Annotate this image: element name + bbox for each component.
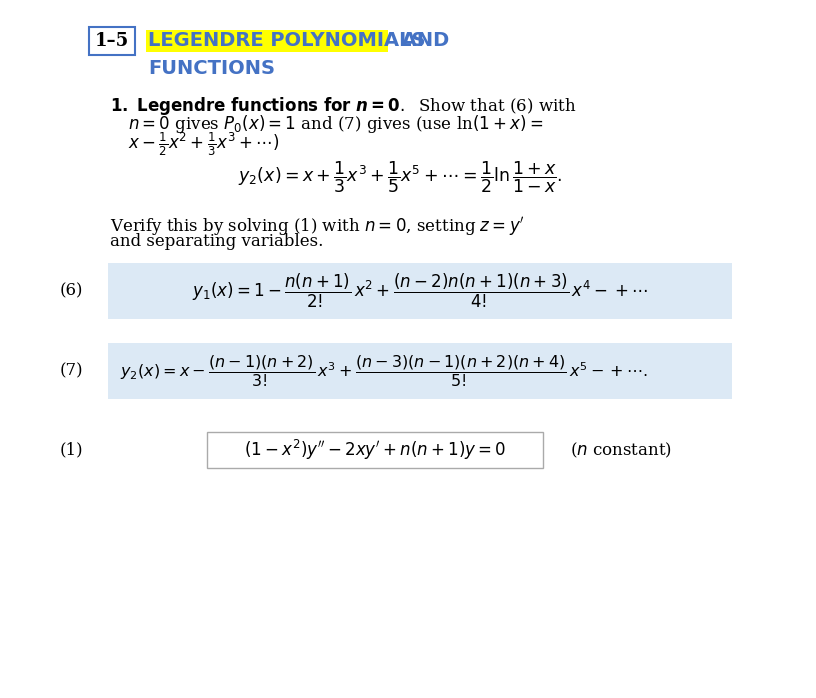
FancyBboxPatch shape: [108, 343, 732, 399]
Text: 1–5: 1–5: [95, 32, 129, 50]
Text: $y_1(x) = 1 - \dfrac{n(n+1)}{2!}\,x^2 + \dfrac{(n-2)n(n+1)(n+3)}{4!}\,x^4 - +\cd: $y_1(x) = 1 - \dfrac{n(n+1)}{2!}\,x^2 + …: [192, 272, 648, 310]
Text: Verify this by solving (1) with $n = 0$, setting $z = y'$: Verify this by solving (1) with $n = 0$,…: [110, 215, 525, 238]
Text: FUNCTIONS: FUNCTIONS: [148, 59, 275, 77]
Text: AND: AND: [395, 31, 450, 50]
Text: (7): (7): [60, 362, 83, 380]
Text: $x - \frac{1}{2}x^2 + \frac{1}{3}x^3 + \cdots)$: $x - \frac{1}{2}x^2 + \frac{1}{3}x^3 + \…: [128, 131, 279, 158]
Text: $y_2(x) = x - \dfrac{(n-1)(n+2)}{3!}\,x^3 + \dfrac{(n-3)(n-1)(n+2)(n+4)}{5!}\,x^: $y_2(x) = x - \dfrac{(n-1)(n+2)}{3!}\,x^…: [120, 353, 648, 389]
Text: LEGENDRE POLYNOMIALS: LEGENDRE POLYNOMIALS: [148, 31, 425, 50]
Text: (6): (6): [60, 283, 83, 299]
Text: $y_2(x) = x + \dfrac{1}{3}x^3 + \dfrac{1}{5}x^5 + \cdots = \dfrac{1}{2}\ln\dfrac: $y_2(x) = x + \dfrac{1}{3}x^3 + \dfrac{1…: [237, 160, 562, 195]
Text: $(1 - x^2)y'' - 2xy' + n(n+1)y = 0$: $(1 - x^2)y'' - 2xy' + n(n+1)y = 0$: [244, 438, 506, 462]
FancyBboxPatch shape: [207, 432, 543, 468]
Text: (1): (1): [60, 442, 83, 459]
Text: ($n$ constant): ($n$ constant): [570, 440, 672, 459]
FancyBboxPatch shape: [89, 27, 135, 55]
Text: and separating variables.: and separating variables.: [110, 233, 323, 250]
Text: $\mathbf{1.\ Legendre\ functions\ for}\ \boldsymbol{n = 0.}$  Show that (6) with: $\mathbf{1.\ Legendre\ functions\ for}\ …: [110, 95, 576, 117]
Text: $n = 0$ gives $P_0(x) = 1$ and (7) gives (use ln$(1 + x) =$: $n = 0$ gives $P_0(x) = 1$ and (7) gives…: [128, 113, 543, 135]
FancyBboxPatch shape: [108, 263, 732, 319]
FancyBboxPatch shape: [146, 30, 388, 52]
